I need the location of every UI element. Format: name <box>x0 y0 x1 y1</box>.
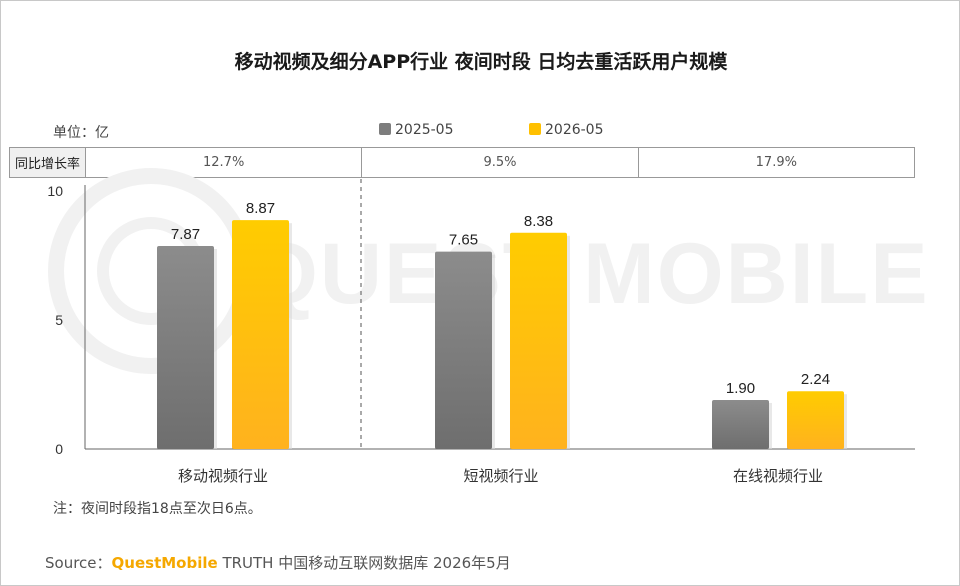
bar-2026 <box>787 391 844 449</box>
legend-label-2025: 2025-05 <box>395 122 454 138</box>
plot-area: 0 5 10 7.87 8.87 移动视频行业 7.65 8.38 短视频行业 1.90 2.24 在… <box>47 179 915 485</box>
x-tick-label: 短视频行业 <box>463 467 538 485</box>
source-line: Source：QuestMobile TRUTH 中国移动互联网数据库 2026… <box>45 552 511 573</box>
source-prefix: Source： <box>45 554 112 572</box>
x-tick-label: 移动视频行业 <box>178 467 268 485</box>
bar-2025 <box>157 245 214 449</box>
bar-2026 <box>510 232 567 449</box>
bar-2025 <box>435 251 492 449</box>
footnote: 注：夜间时段指18点至次日6点。 <box>53 501 262 517</box>
yoy-cell-short-video: 9.5% <box>362 148 639 177</box>
y-tick-label: 10 <box>47 183 63 199</box>
data-label: 8.87 <box>246 200 275 217</box>
legend-label-2026: 2026-05 <box>545 122 604 138</box>
legend-swatch-2026 <box>529 123 541 135</box>
watermark-text: QUEST MOBILE <box>251 226 930 322</box>
source-rest: TRUTH 中国移动互联网数据库 2026年5月 <box>217 554 511 572</box>
unit-label: 单位：亿 <box>53 125 109 141</box>
yoy-table: 同比增长率 12.7% 9.5% 17.9% <box>9 147 915 178</box>
data-label: 1.90 <box>726 380 755 397</box>
legend-item-2025: 2025-05 <box>379 122 454 138</box>
data-label: 2.24 <box>801 371 830 388</box>
data-label: 7.65 <box>449 232 478 249</box>
source-brand: QuestMobile <box>111 554 218 572</box>
legend-swatch-2025 <box>379 123 391 135</box>
data-label: 7.87 <box>171 226 200 243</box>
y-tick-label: 0 <box>55 441 63 457</box>
x-tick-label: 在线视频行业 <box>733 467 823 485</box>
bar-2026 <box>232 220 289 449</box>
watermark: QUEST MOBILE <box>48 168 930 374</box>
chart-title: 移动视频及细分APP行业 夜间时段 日均去重活跃用户规模 <box>234 51 728 73</box>
yoy-header: 同比增长率 <box>10 148 86 177</box>
y-tick-label: 5 <box>55 312 63 328</box>
bar-2025 <box>712 399 769 449</box>
yoy-cell-mobile-video: 12.7% <box>86 148 363 177</box>
legend-item-2026: 2026-05 <box>529 122 604 138</box>
yoy-cell-online-video: 17.9% <box>755 155 797 170</box>
data-label: 8.38 <box>524 213 553 230</box>
